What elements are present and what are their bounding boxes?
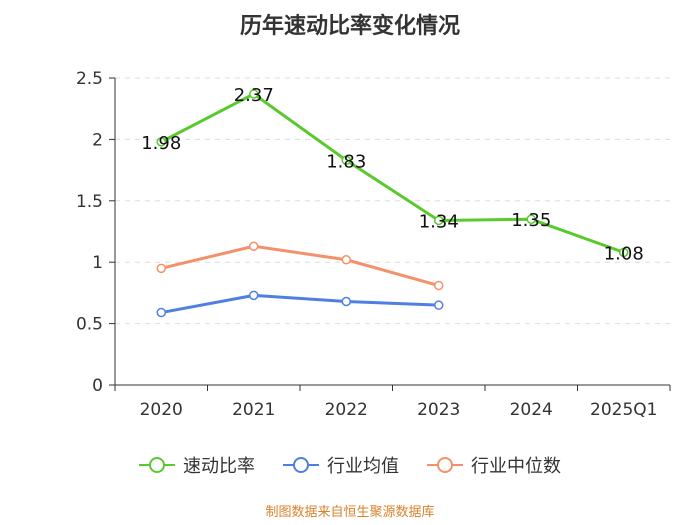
legend-label-industry-mean: 行业均值 [327, 456, 399, 477]
data-label: 1.35 [511, 210, 551, 231]
x-tick-label: 2022 [325, 400, 368, 420]
data-point [341, 296, 351, 307]
data-point [434, 215, 444, 226]
legend-marker-industry-mean [283, 457, 319, 473]
data-point [249, 241, 259, 251]
legend-marker-industry-median [427, 457, 463, 473]
data-point [341, 155, 351, 166]
x-tick-label: 2023 [417, 400, 460, 420]
data-point [434, 280, 444, 291]
chart-title: 历年速动比率变化情况 [239, 14, 460, 39]
y-tick-label: 1.5 [76, 192, 103, 212]
data-label: 1.98 [141, 133, 181, 154]
y-tick-label: 1 [92, 253, 103, 273]
data-label: 1.34 [419, 211, 459, 232]
data-source-note: 制图数据来自恒生聚源数据库 [265, 505, 435, 520]
legend-item-industry-mean[interactable]: 行业均值 [283, 452, 399, 478]
data-label: 1.83 [326, 151, 366, 172]
y-tick-label: 0.5 [76, 315, 103, 335]
legend-label-quick-ratio: 速动比率 [183, 456, 255, 477]
y-tick-label: 2 [92, 130, 103, 150]
data-point [249, 89, 259, 99]
series-line-0 [160, 92, 625, 254]
data-point [341, 254, 351, 265]
x-tick-label: 2021 [232, 400, 275, 420]
x-tick-label: 2020 [140, 400, 183, 420]
y-tick-label: 2.5 [76, 69, 103, 89]
data-point [249, 290, 259, 301]
legend: 速动比率 行业均值 行业中位数 [0, 452, 700, 478]
data-point [619, 247, 629, 258]
x-tick-label: 2024 [510, 400, 553, 420]
x-tick-label: 2025Q1 [590, 400, 657, 420]
series-line-2 [160, 244, 440, 287]
data-point [156, 263, 166, 274]
data-point [156, 137, 166, 147]
y-tick-label: 0 [92, 376, 103, 396]
data-point [156, 307, 166, 318]
data-point [434, 300, 444, 310]
data-point [526, 214, 536, 224]
legend-item-industry-median[interactable]: 行业中位数 [427, 452, 561, 478]
series-line-1 [160, 293, 439, 315]
legend-label-industry-median: 行业中位数 [471, 456, 561, 477]
data-label: 1.08 [604, 243, 644, 264]
data-label: 2.37 [234, 85, 274, 106]
legend-marker-quick-ratio [139, 457, 175, 473]
legend-item-quick-ratio[interactable]: 速动比率 [139, 452, 255, 478]
